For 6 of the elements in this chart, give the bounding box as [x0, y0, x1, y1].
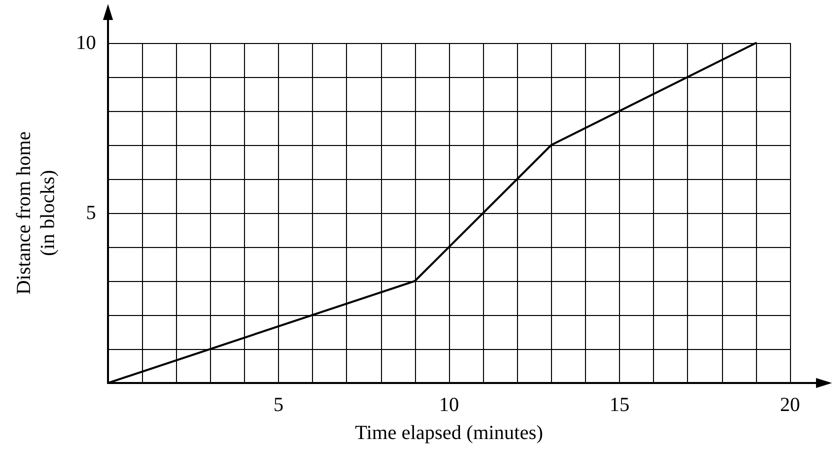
x-axis-title: Time elapsed (minutes)	[354, 422, 544, 444]
y-axis-title: Distance from home (in blocks)	[13, 131, 59, 295]
x-tick-label: 5	[274, 394, 284, 416]
x-tick-label: 20	[780, 394, 800, 416]
x-tick-label: 15	[610, 394, 630, 416]
x-tick-label: 10	[439, 394, 459, 416]
